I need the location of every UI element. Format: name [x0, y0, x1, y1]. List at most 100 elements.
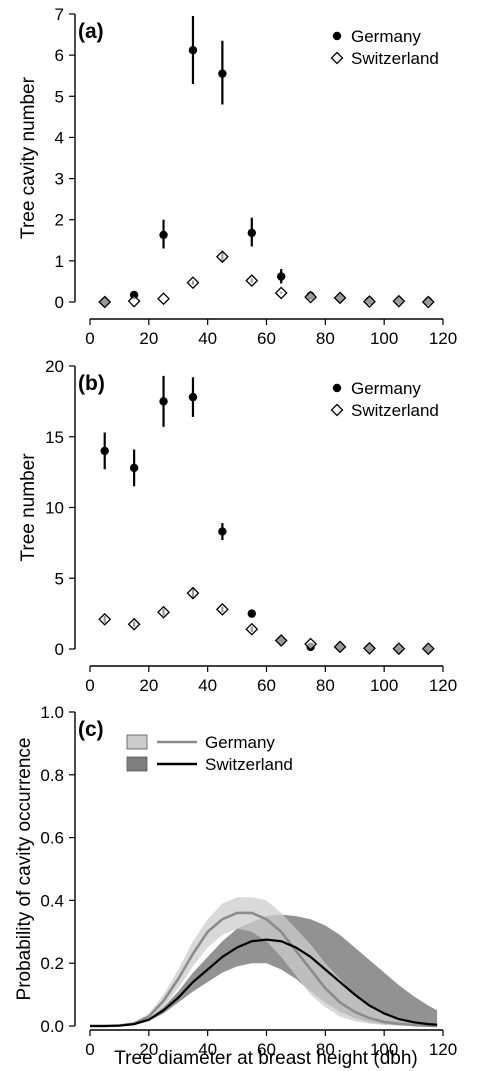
panel-b: 0 5 10 15 20 0 20 40 60 80 100 120 Tree number (b) Ger… — [18, 357, 457, 695]
y-axis-title: Probability of cavity occurrence — [14, 738, 35, 1001]
x-tick-label: 100 — [370, 329, 398, 348]
x-tick-label: 100 — [370, 1040, 398, 1059]
y-tick-label: 4 — [55, 128, 64, 147]
data-point — [215, 250, 229, 264]
data-point — [98, 612, 112, 626]
data-point — [100, 446, 109, 456]
y-tick-label: 1.0 — [40, 703, 64, 722]
panel-c: 0.0 0.2 0.4 0.6 0.8 1.0 0 20 40 60 80 100 120 Probabi… — [14, 703, 457, 1069]
legend-label: Germany — [351, 379, 421, 398]
y-tick-label: 0 — [55, 640, 64, 659]
x-tick-label: 20 — [139, 329, 158, 348]
panel-a: 0 1 2 3 4 5 6 7 0 20 40 60 80 100 120 Tree cavity numbe… — [18, 5, 457, 348]
y-tick-label: 6 — [55, 46, 64, 65]
y-tick-label: 0.0 — [40, 1017, 64, 1036]
y-tick-label: 15 — [45, 428, 64, 447]
data-point — [421, 642, 435, 656]
data-point — [159, 397, 168, 406]
legend-label: Switzerland — [351, 49, 439, 68]
data-point — [274, 286, 288, 300]
x-tick-label: 120 — [429, 1040, 457, 1059]
legend-band-swatch — [126, 734, 148, 750]
legend-band-swatch — [126, 756, 148, 772]
x-tick-label: 0 — [85, 1040, 94, 1059]
y-tick-label: 10 — [45, 499, 64, 518]
x-tick-label: 80 — [316, 1040, 335, 1059]
x-axis-title: Tree diameter at breast height (dbh) — [114, 1048, 417, 1069]
panel-label: (b) — [78, 372, 105, 395]
y-tick-label: 7 — [55, 5, 64, 24]
y-tick-label: 3 — [55, 170, 64, 189]
x-tick-label: 80 — [316, 329, 335, 348]
data-point — [304, 290, 318, 304]
x-tick-label: 40 — [198, 329, 217, 348]
data-point — [188, 392, 198, 402]
legend-label: Switzerland — [351, 401, 439, 420]
line-switzerland — [90, 938, 438, 1028]
series-switzerland — [98, 250, 435, 309]
data-point — [277, 272, 286, 281]
data-point — [127, 294, 141, 308]
data-point — [129, 463, 139, 473]
data-point — [157, 292, 170, 306]
legend-marker-germany — [332, 383, 342, 393]
legend-marker-switzerland — [330, 403, 344, 417]
data-point — [363, 295, 376, 309]
x-tick-label: 0 — [85, 676, 94, 695]
data-point — [218, 527, 227, 536]
data-point — [215, 602, 229, 616]
data-point — [304, 637, 318, 651]
legend: Germany Switzerland — [126, 733, 293, 774]
y-tick-label: 0.4 — [40, 891, 64, 910]
line-germany — [90, 911, 438, 1028]
x-tick-label: 20 — [139, 1040, 158, 1059]
y-tick-label: 0.2 — [40, 954, 64, 973]
y-axis-title: Tree number — [18, 453, 39, 562]
legend-marker-switzerland — [330, 51, 344, 65]
data-point — [98, 295, 112, 309]
data-point — [333, 291, 347, 305]
y-tick-label: 0 — [55, 293, 64, 312]
x-tick-label: 60 — [257, 329, 276, 348]
legend: Germany Switzerland — [330, 379, 439, 420]
data-point — [218, 69, 227, 78]
x-tick-label: 120 — [429, 329, 457, 348]
data-point — [159, 230, 168, 240]
y-tick-label: 2 — [55, 211, 64, 230]
data-point — [186, 276, 200, 290]
series-switzerland — [98, 586, 435, 656]
x-tick-label: 80 — [316, 676, 335, 695]
panel-label: (c) — [78, 718, 104, 741]
legend-label: Switzerland — [205, 755, 293, 774]
data-point — [274, 634, 288, 647]
data-point — [157, 605, 170, 619]
data-point — [333, 640, 347, 654]
y-tick-label: 20 — [45, 357, 64, 376]
data-point — [245, 274, 259, 288]
data-point — [186, 586, 200, 600]
data-point — [421, 295, 435, 309]
x-tick-label: 40 — [198, 676, 217, 695]
x-tick-label: 100 — [370, 676, 398, 695]
y-tick-label: 5 — [55, 87, 64, 106]
x-tick-label: 40 — [198, 1040, 217, 1059]
legend-label: Germany — [205, 733, 275, 752]
x-tick-label: 120 — [429, 676, 457, 695]
y-axis-title: Tree cavity number — [18, 76, 39, 239]
data-point — [392, 294, 406, 308]
data-point — [392, 642, 406, 656]
y-tick-label: 0.8 — [40, 766, 64, 785]
data-point — [245, 622, 259, 636]
y-tick-label: 1 — [55, 252, 64, 271]
x-tick-label: 0 — [85, 329, 94, 348]
data-point — [247, 228, 256, 238]
data-point — [127, 617, 141, 631]
legend: Germany Switzerland — [330, 27, 439, 68]
panel-label: (a) — [78, 20, 104, 43]
band-germany — [90, 897, 438, 1026]
data-point — [247, 609, 256, 618]
legend-label: Germany — [351, 27, 421, 46]
data-point — [188, 46, 198, 55]
legend-marker-germany — [332, 31, 342, 41]
